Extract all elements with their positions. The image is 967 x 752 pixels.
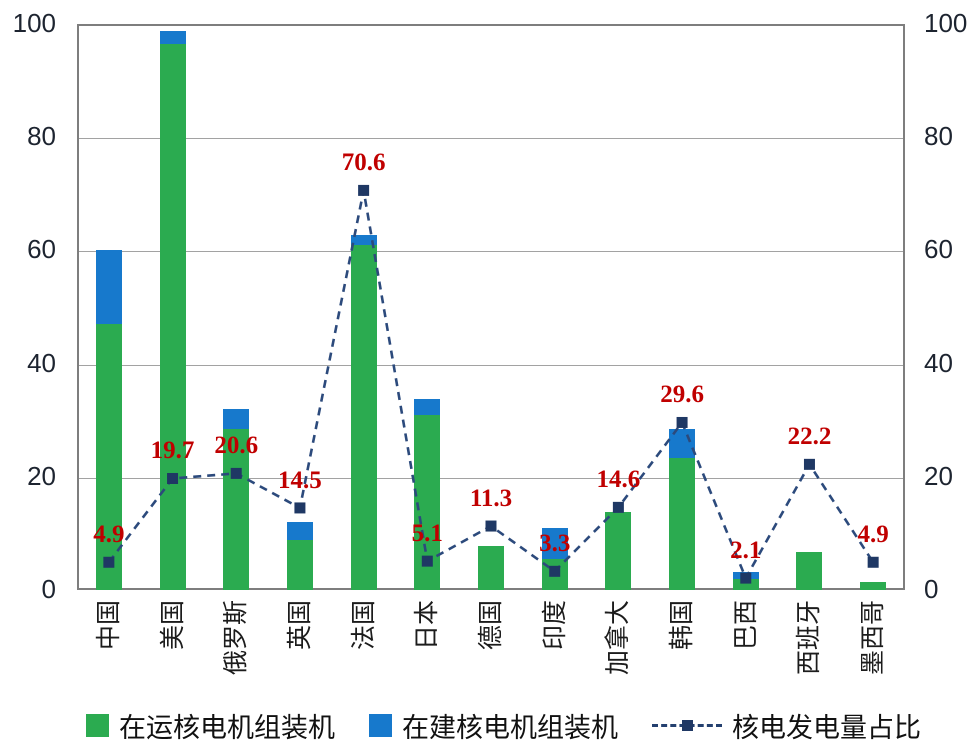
legend-label-operating: 在运核电机组装机: [119, 712, 335, 743]
construction-swatch-icon: [369, 713, 392, 737]
y-axis-tick-right: 60: [924, 234, 953, 265]
x-axis-label: 墨西哥: [859, 599, 888, 675]
gridline: [79, 477, 903, 479]
y-axis-tick-right: 100: [924, 8, 967, 38]
legend-label-share: 核电发电量占比: [732, 712, 921, 743]
value-label: 29.6: [660, 381, 704, 409]
operating-bar: [286, 539, 313, 590]
x-axis-label: 英国: [285, 599, 314, 650]
x-axis-label: 中国: [94, 599, 123, 650]
dashed-line-marker-icon: [652, 714, 722, 737]
value-label: 5.1: [411, 520, 443, 548]
value-label: 4.9: [857, 521, 889, 549]
construction-bar: [286, 521, 313, 540]
value-label: 11.3: [469, 485, 513, 513]
y-axis-tick-left: 100: [12, 8, 56, 38]
operating-bar: [732, 579, 759, 590]
value-label: 20.6: [214, 432, 259, 460]
y-axis-tick-right: 40: [924, 347, 953, 378]
gridline: [79, 138, 903, 140]
value-label: 19.7: [150, 437, 195, 465]
operating-bar: [159, 43, 186, 590]
y-axis-tick-right: 20: [924, 460, 953, 491]
x-axis-label: 美国: [158, 599, 187, 650]
operating-bar: [95, 323, 122, 590]
y-axis-tick-left: 60: [27, 234, 56, 265]
value-label: 4.9: [93, 521, 125, 549]
x-axis-label: 西班牙: [795, 599, 824, 675]
operating-bar: [605, 511, 632, 590]
operating-bar: [860, 581, 887, 590]
construction-bar: [732, 571, 759, 580]
operating-bar: [669, 458, 696, 590]
x-axis-label: 日本: [413, 599, 442, 650]
y-axis-tick-left: 20: [27, 460, 56, 491]
operating-bar: [478, 545, 504, 590]
x-axis-label: 印度: [540, 599, 569, 650]
construction-bar: [95, 250, 122, 324]
x-axis-label: 法国: [349, 599, 378, 650]
value-label: 14.5: [278, 466, 322, 494]
y-axis-tick-left: 40: [27, 347, 56, 378]
legend-item-share: 核电发电量占比: [652, 706, 921, 745]
y-axis-tick-right: 0: [924, 574, 939, 604]
value-label: 2.1: [730, 537, 762, 565]
operating-bar: [350, 244, 377, 590]
gridline: [79, 251, 903, 253]
construction-bar: [669, 428, 696, 459]
operating-bar: [796, 551, 823, 590]
x-axis-label: 韩国: [668, 599, 697, 650]
legend-item-construction: 在建核电机组装机: [369, 706, 618, 745]
gridline: [79, 364, 903, 366]
value-label: 3.3: [539, 530, 571, 558]
x-axis-label: 德国: [477, 599, 505, 650]
construction-bar: [223, 408, 250, 429]
x-axis-label: 加拿大: [604, 599, 633, 675]
value-label: 14.6: [596, 466, 641, 494]
operating-swatch-icon: [86, 713, 109, 737]
operating-bar: [414, 414, 441, 590]
y-axis-tick-right: 80: [924, 121, 953, 152]
y-axis-tick-left: 0: [41, 574, 56, 604]
legend-item-operating: 在运核电机组装机: [86, 706, 335, 745]
legend-label-construction: 在建核电机组装机: [402, 712, 618, 743]
value-label: 22.2: [787, 423, 832, 451]
legend: 在运核电机组装机 在建核电机组装机 核电发电量占比: [86, 703, 955, 747]
y-axis-tick-left: 80: [27, 121, 56, 152]
value-label: 70.6: [341, 149, 386, 177]
x-axis-label: 俄罗斯: [222, 599, 251, 675]
construction-bar: [414, 398, 441, 415]
construction-bar: [350, 234, 377, 245]
construction-bar: [159, 31, 186, 44]
operating-bar: [541, 558, 568, 590]
x-axis-label: 巴西: [731, 599, 760, 650]
